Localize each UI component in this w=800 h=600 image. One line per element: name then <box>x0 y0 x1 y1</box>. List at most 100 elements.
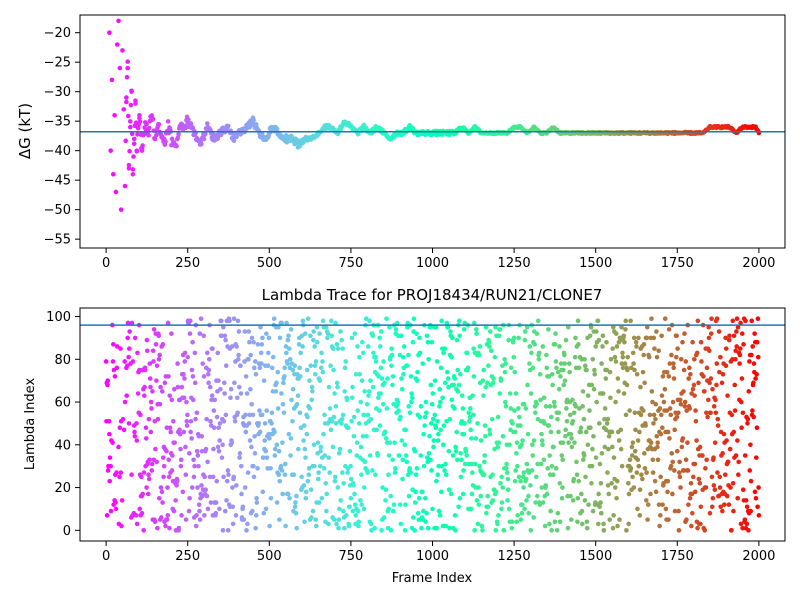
lambda-point <box>747 468 753 473</box>
lambda-point <box>110 359 116 364</box>
lambda-point <box>429 401 435 407</box>
lambda-point <box>403 502 408 507</box>
lambda-point <box>487 329 493 334</box>
lambda-point <box>568 517 574 522</box>
lambda-point <box>475 521 481 527</box>
lambda-point <box>336 525 341 531</box>
lambda-point <box>153 342 159 347</box>
lambda-point <box>335 346 341 351</box>
lambda-point <box>482 453 488 458</box>
lambda-point <box>166 374 171 379</box>
dg-x-tick-label: 1500 <box>579 256 612 271</box>
lambda-point <box>502 357 507 362</box>
lambda-point <box>665 429 671 435</box>
lambda-point <box>511 335 517 341</box>
lambda-point <box>670 459 676 465</box>
lambda-point <box>631 485 637 490</box>
dg-point <box>140 143 145 148</box>
lambda-point <box>660 502 665 507</box>
lambda-point <box>514 440 520 445</box>
lambda-point <box>312 344 317 349</box>
lambda-point <box>507 391 513 396</box>
lambda-point <box>179 513 184 518</box>
lambda-point <box>524 324 530 330</box>
lambda-point <box>638 412 644 418</box>
lambda-point <box>336 451 342 456</box>
lambda-point <box>361 506 367 512</box>
lambda-point <box>650 399 655 405</box>
lambda-point <box>354 440 360 445</box>
lambda-y-tick-label: 40 <box>54 438 71 453</box>
dg-point <box>128 102 134 108</box>
lambda-point <box>585 442 591 448</box>
lambda-point <box>536 350 542 356</box>
lambda-x-tick-label: 250 <box>175 549 200 564</box>
lambda-point <box>505 487 511 492</box>
lambda-point <box>122 399 128 405</box>
lambda-point <box>382 380 387 386</box>
dg-point <box>251 117 256 123</box>
lambda-point <box>210 346 215 351</box>
lambda-point <box>603 376 609 381</box>
lambda-point <box>154 378 159 383</box>
lambda-point <box>446 487 452 492</box>
lambda-point <box>638 384 643 390</box>
lambda-point <box>276 472 282 478</box>
lambda-point <box>414 378 420 383</box>
lambda-point <box>736 459 741 465</box>
lambda-point <box>132 433 138 439</box>
lambda-point <box>464 453 470 458</box>
lambda-point <box>424 333 430 339</box>
lambda-point <box>348 495 354 501</box>
lambda-point <box>556 429 561 435</box>
lambda-point <box>665 489 670 495</box>
lambda-point <box>589 463 595 469</box>
lambda-point <box>366 393 371 398</box>
lambda-point <box>181 395 187 401</box>
lambda-point <box>637 429 642 435</box>
lambda-point <box>183 517 189 522</box>
lambda-point <box>194 448 200 454</box>
lambda-point <box>288 453 293 458</box>
lambda-point <box>497 391 503 396</box>
lambda-point <box>548 508 553 514</box>
lambda-point <box>340 412 346 418</box>
lambda-point <box>314 324 320 330</box>
lambda-point <box>650 457 656 463</box>
lambda-point <box>686 502 691 507</box>
lambda-point <box>146 472 151 478</box>
lambda-point <box>402 442 408 448</box>
lambda-point <box>222 333 228 339</box>
lambda-point <box>503 404 509 409</box>
lambda-point <box>200 361 206 366</box>
lambda-point <box>612 485 618 490</box>
dg-point <box>201 136 207 142</box>
lambda-point <box>271 316 277 321</box>
lambda-point <box>492 446 497 452</box>
lambda-point <box>533 410 538 416</box>
lambda-point <box>208 418 213 424</box>
lambda-point <box>668 412 674 418</box>
lambda-point <box>333 421 339 426</box>
lambda-point <box>350 508 356 514</box>
lambda-point <box>508 365 514 371</box>
lambda-point <box>450 335 455 341</box>
lambda-point <box>538 397 543 403</box>
lambda-point <box>327 470 332 475</box>
lambda-point <box>692 489 698 495</box>
lambda-point <box>607 517 613 522</box>
lambda-point <box>315 476 321 482</box>
lambda-point <box>611 513 616 518</box>
lambda-y-tick-label: 20 <box>54 481 71 496</box>
dg-point <box>126 166 132 171</box>
lambda-point <box>596 521 601 527</box>
lambda-point <box>188 318 193 324</box>
lambda-point <box>369 528 374 533</box>
lambda-point <box>155 416 161 422</box>
lambda-point <box>358 399 363 405</box>
lambda-point <box>517 414 522 420</box>
lambda-point <box>580 389 586 394</box>
lambda-point <box>413 489 418 495</box>
lambda-point <box>367 453 373 458</box>
lambda-point <box>596 491 601 497</box>
